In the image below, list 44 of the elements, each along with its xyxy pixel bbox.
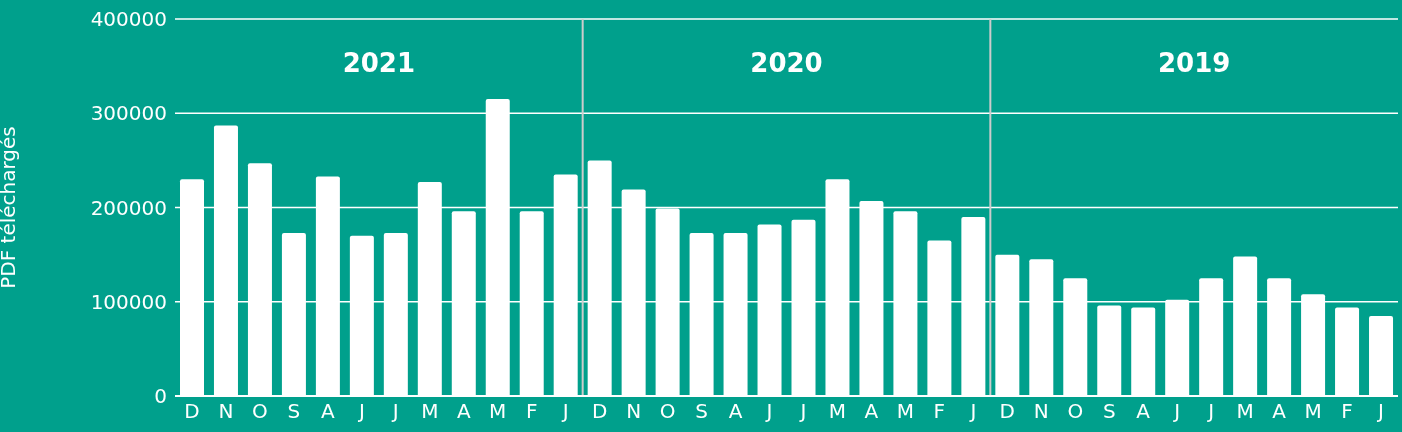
annotation: 2019 xyxy=(1156,48,1232,78)
x-tick-label: J xyxy=(356,399,365,424)
x-tick-label: M xyxy=(489,399,507,424)
x-tick-label: A xyxy=(1272,399,1287,424)
y-tick-label: 100000 xyxy=(90,289,167,314)
x-tick-label: J xyxy=(560,399,569,424)
x-tick-label: F xyxy=(1341,399,1353,424)
x-tick-label: N xyxy=(218,399,234,424)
annotation: 2020 xyxy=(749,48,824,78)
x-tick-label: S xyxy=(287,399,301,424)
x-tick-label: J xyxy=(1206,399,1215,424)
x-tick-label: A xyxy=(728,399,743,424)
x-tick-label: J xyxy=(1376,399,1384,424)
x-tick-label: O xyxy=(1067,399,1084,424)
y-tick-label: 0 xyxy=(154,384,167,409)
x-tick-label: O xyxy=(252,399,268,424)
x-tick-label: F xyxy=(933,399,946,424)
x-tick-label: A xyxy=(1136,399,1151,424)
x-tick-label: D xyxy=(999,399,1016,424)
x-tick-label: D xyxy=(591,399,608,424)
x-tick-label: J xyxy=(1172,399,1181,424)
x-tick-label: S xyxy=(1102,399,1116,424)
x-tick-label: M xyxy=(828,399,847,424)
annotation: 2021 xyxy=(341,48,416,78)
y-tick-label: 200000 xyxy=(90,195,167,220)
x-tick-label: M xyxy=(896,399,915,424)
y-tick-label: 400000 xyxy=(90,7,167,32)
x-tick-label: J xyxy=(968,399,977,424)
x-tick-label: N xyxy=(626,399,642,424)
x-tick-label: J xyxy=(764,399,773,424)
x-tick-label: D xyxy=(184,399,200,424)
x-tick-label: S xyxy=(695,399,708,424)
x-tick-label: O xyxy=(659,399,676,424)
x-tick-label: M xyxy=(1304,399,1322,424)
x-tick-label: A xyxy=(864,399,879,424)
x-tick-label: J xyxy=(390,399,399,424)
x-tick-label: A xyxy=(321,399,336,424)
x-tick-label: M xyxy=(421,399,439,424)
x-tick-label: A xyxy=(456,399,471,424)
x-tick-label: N xyxy=(1033,399,1049,424)
y-tick-label: 300000 xyxy=(90,101,167,126)
x-tick-label: M xyxy=(1236,399,1254,424)
x-tick-label: F xyxy=(525,399,538,424)
x-tick-label: J xyxy=(798,399,807,424)
